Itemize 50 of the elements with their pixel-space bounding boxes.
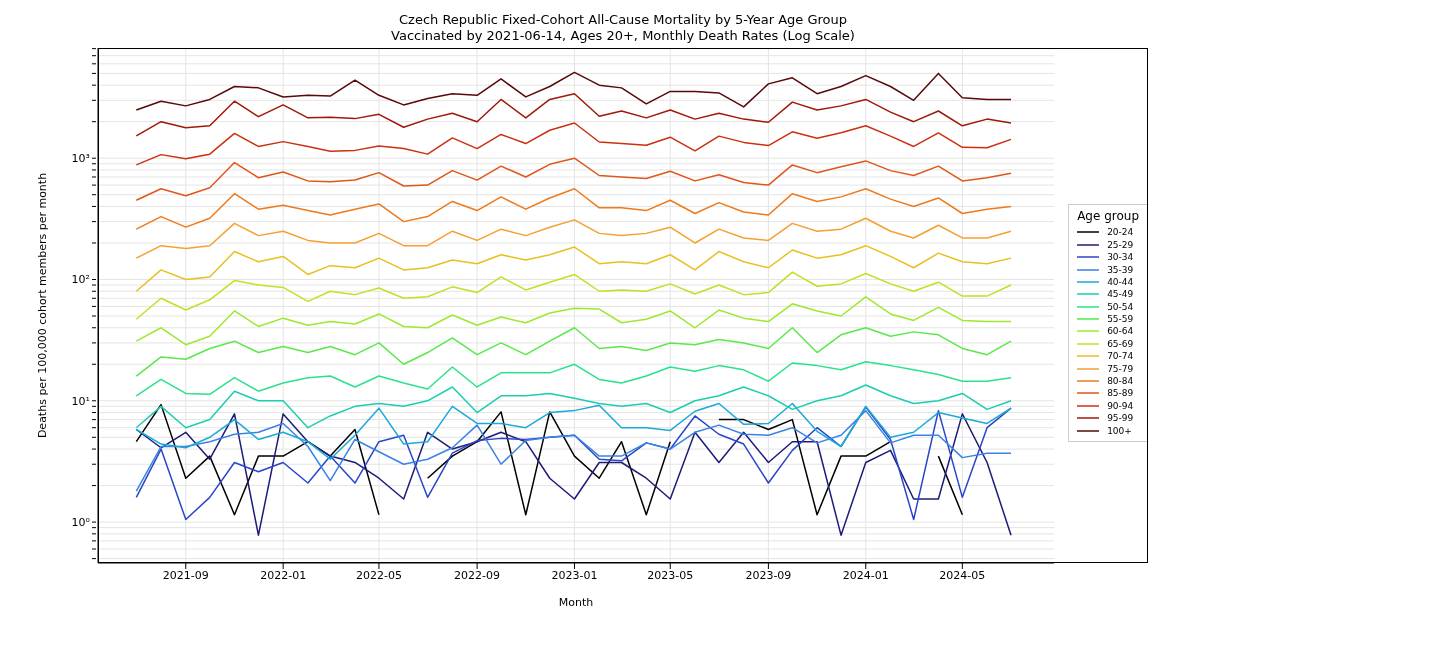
x-tick-label: 2024-05	[939, 568, 986, 582]
x-tick-label: 2022-01	[260, 568, 307, 582]
line-series	[135, 409, 1012, 492]
legend-label: 55-59	[1107, 314, 1134, 325]
legend-label: 50-54	[1107, 301, 1134, 312]
legend-label: 70-74	[1107, 351, 1134, 362]
line-series	[135, 71, 1012, 111]
legend-label: 65-69	[1107, 338, 1134, 349]
line-series	[135, 122, 1012, 166]
line-series	[135, 296, 1012, 346]
line-series	[135, 244, 1012, 292]
line-series	[135, 157, 1012, 202]
legend-label: 25-29	[1107, 239, 1134, 250]
line-series	[135, 402, 1012, 460]
x-tick-label: 2023-05	[647, 568, 694, 582]
y-tick-label: 10⁰	[71, 516, 91, 530]
legend-label: 80-84	[1107, 376, 1134, 387]
legend-label: 95-99	[1107, 413, 1134, 424]
line-series	[135, 271, 1012, 321]
x-tick-label: 2024-01	[842, 568, 889, 582]
line-series	[135, 327, 1012, 377]
legend-label: 30-34	[1107, 252, 1134, 263]
x-tick-label: 2021-09	[162, 568, 209, 582]
legend-label: 35-39	[1107, 264, 1134, 275]
chart-title: Czech Republic Fixed-Cohort All-Cause Mortality by 5-Year Age Group	[398, 12, 848, 28]
y-axis-title: Deaths per 100,000 cohort members per month	[35, 172, 49, 439]
legend-label: 60-64	[1107, 326, 1134, 337]
line-series	[135, 92, 1012, 137]
y-tick-label: 10³	[71, 152, 90, 166]
y-tick-label: 10²	[71, 273, 90, 287]
legend-title: Age group	[1077, 209, 1139, 224]
line-series	[135, 384, 1012, 429]
legend-label: 40-44	[1107, 276, 1134, 287]
y-tick-label: 10¹	[71, 394, 90, 408]
legend-label: 75-79	[1107, 363, 1134, 374]
legend-label: 100+	[1107, 425, 1132, 436]
line-series	[135, 187, 1012, 230]
x-tick-label: 2022-09	[454, 568, 501, 582]
line-series	[135, 360, 1012, 397]
legend-label: 20-24	[1107, 227, 1134, 238]
x-tick-label: 2023-01	[551, 568, 598, 582]
legend-label: 45-49	[1107, 289, 1134, 300]
legend-label: 85-89	[1107, 388, 1134, 399]
line-series	[135, 217, 1012, 259]
legend-label: 90-94	[1107, 400, 1134, 411]
x-axis-title: Month	[558, 596, 594, 609]
x-tick-label: 2022-05	[355, 568, 402, 582]
x-tick-label: 2023-09	[745, 568, 792, 582]
chart-subtitle: Vaccinated by 2021-06-14, Ages 20+, Monthly Death Rates (Log Scale)	[390, 28, 856, 44]
line-series	[135, 413, 1012, 536]
